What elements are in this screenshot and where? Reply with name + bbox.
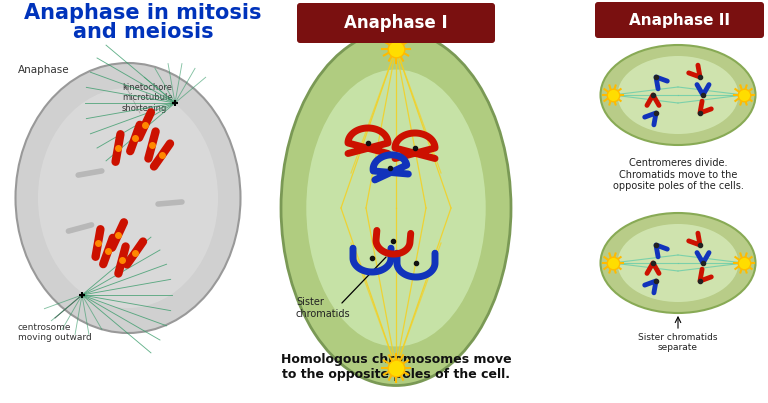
- Text: Centromeres divide.
Chromatids move to the
opposite poles of the cells.: Centromeres divide. Chromatids move to t…: [613, 158, 743, 191]
- Ellipse shape: [601, 213, 756, 313]
- Text: Anaphase: Anaphase: [18, 65, 70, 75]
- Ellipse shape: [306, 70, 485, 347]
- Text: and meiosis: and meiosis: [73, 22, 214, 42]
- Text: Anaphase in mitosis: Anaphase in mitosis: [25, 3, 262, 23]
- FancyBboxPatch shape: [297, 3, 495, 43]
- Ellipse shape: [617, 224, 739, 302]
- Ellipse shape: [601, 45, 756, 145]
- Text: Sister chromatids
separate: Sister chromatids separate: [638, 333, 718, 352]
- Text: kinetochore
microtubule
shortening: kinetochore microtubule shortening: [122, 83, 173, 113]
- Text: Sister
chromatids: Sister chromatids: [296, 297, 351, 319]
- Text: centrosome
moving outward: centrosome moving outward: [18, 323, 91, 343]
- Text: Anaphase I: Anaphase I: [344, 14, 448, 32]
- FancyBboxPatch shape: [595, 2, 764, 38]
- Text: Anaphase II: Anaphase II: [629, 12, 730, 27]
- Text: Homologous chromosomes move
to the opposite poles of the cell.: Homologous chromosomes move to the oppos…: [280, 353, 511, 381]
- Ellipse shape: [281, 31, 511, 386]
- Ellipse shape: [15, 63, 240, 333]
- Ellipse shape: [38, 88, 218, 308]
- Ellipse shape: [617, 56, 739, 134]
